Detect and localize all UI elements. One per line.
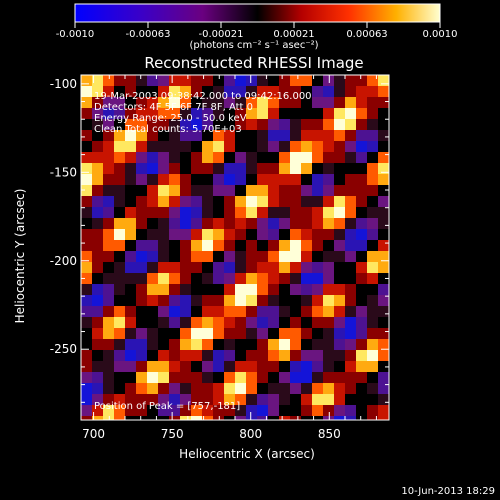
colorbar-tick-label: -0.0010 [56,29,95,40]
colorbar-tick-label: 0.00021 [273,29,314,40]
colorbar-tick-label: -0.00063 [126,29,171,40]
annotation-time-range: 19-Mar-2003 09:38:42.000 to 09:42:16.000 [94,91,312,102]
annotation-detectors: Detectors: 4F 5F 6F 7F 8F, Att 0 [94,102,253,113]
y-tick-label: -150 [50,165,77,179]
footer-date: 10-Jun-2013 18:29 [401,486,495,497]
x-tick-label: 800 [239,427,262,441]
y-tick-label: -200 [50,254,77,268]
colorbar-unit-label: (photons cm⁻² s⁻¹ asec⁻²) [189,40,318,51]
annotation-energy: Energy Range: 25.0 - 50.0 keV [94,113,247,124]
colorbar: -0.0010 -0.00063 -0.00021 0.00021 0.00063 0.0… [56,3,458,51]
x-tick-label: 750 [161,427,184,441]
annotation-peak: Position of Peak = [757,-181] [94,401,240,412]
x-axis-label: Heliocentric X (arcsec) [179,447,315,461]
annotation-clean: Clean Total counts: 5.70E+03 [94,124,242,135]
x-tick-label: 850 [318,427,341,441]
y-tick-label: -100 [50,77,77,91]
rhessi-image [81,75,389,420]
y-axis-label: Heliocentric Y (arcsec) [13,189,27,324]
colorbar-tick-label: 0.0010 [423,29,458,40]
colorbar-tick-label: 0.00063 [346,29,387,40]
x-tick-label: 700 [82,427,105,441]
colorbar-gradient [74,3,441,23]
y-tick-label: -250 [50,342,77,356]
plot-title: Reconstructed RHESSI Image [144,54,363,72]
colorbar-tick-label: -0.00021 [199,29,244,40]
